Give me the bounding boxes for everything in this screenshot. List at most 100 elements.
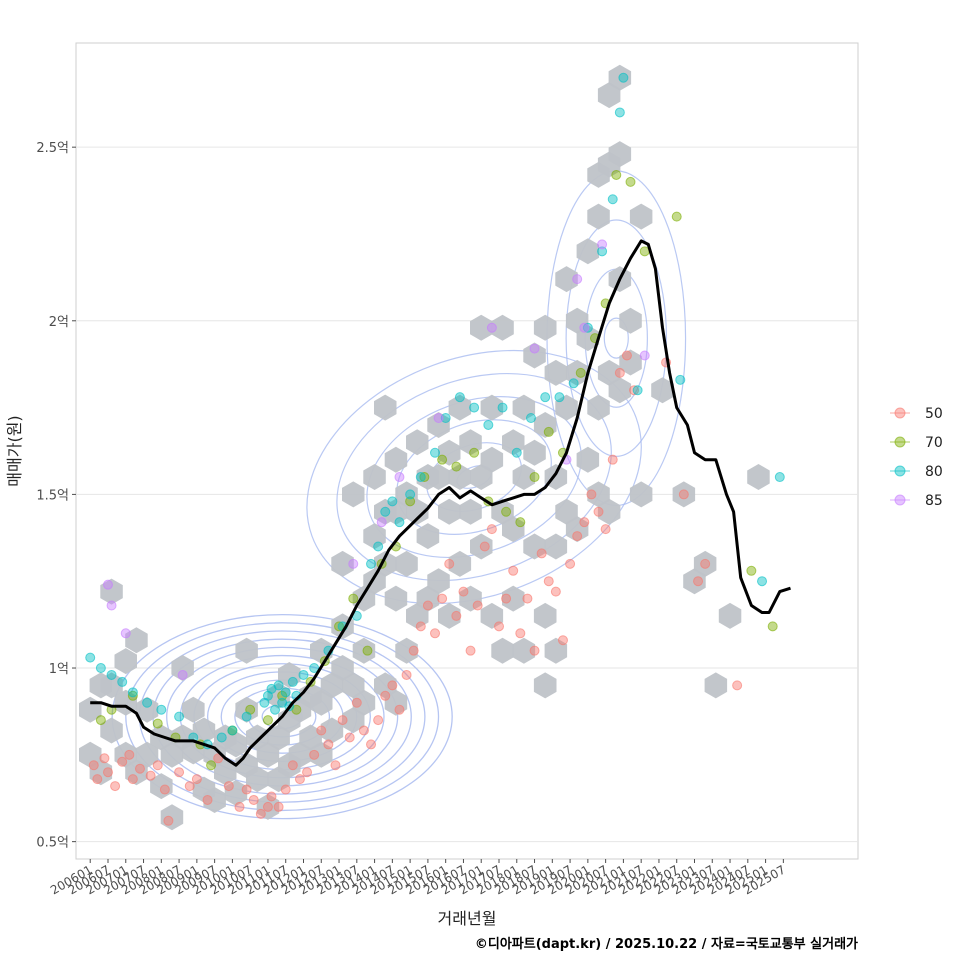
point-series-50 bbox=[394, 704, 405, 715]
point-series-70 bbox=[575, 367, 586, 378]
hexbin-cell bbox=[406, 429, 429, 456]
hexbin-cell bbox=[352, 637, 376, 664]
hexbin-cell bbox=[565, 516, 589, 543]
hexbin-cell bbox=[629, 203, 653, 230]
hexbin-cell bbox=[587, 203, 610, 230]
point-series-50 bbox=[266, 791, 277, 802]
point-series-50 bbox=[191, 774, 202, 785]
hexbin-cell bbox=[587, 394, 610, 421]
point-series-70 bbox=[206, 760, 217, 771]
point-series-50 bbox=[437, 593, 448, 604]
hexbin-cell bbox=[533, 672, 557, 699]
hexbin-cell bbox=[342, 481, 365, 508]
point-series-50 bbox=[380, 690, 391, 701]
point-series-80 bbox=[366, 558, 377, 569]
hexbin-cell bbox=[235, 637, 258, 664]
hexbin-cell bbox=[416, 585, 440, 612]
point-series-85 bbox=[102, 579, 113, 590]
hexbin-cell bbox=[299, 724, 322, 751]
point-series-50 bbox=[294, 774, 305, 785]
hexbin-cell bbox=[459, 585, 482, 612]
hexbin-cell bbox=[374, 672, 397, 699]
point-series-80 bbox=[174, 711, 185, 722]
point-series-80 bbox=[270, 704, 281, 715]
point-series-50 bbox=[213, 753, 224, 764]
hexbin-cell bbox=[448, 394, 472, 421]
point-series-80 bbox=[405, 489, 416, 500]
point-series-50 bbox=[501, 593, 512, 604]
density-contour bbox=[336, 372, 612, 582]
point-series-80 bbox=[387, 496, 398, 507]
legend-label: 80 bbox=[925, 464, 943, 480]
hexbin-cell bbox=[342, 707, 365, 734]
point-series-50 bbox=[255, 808, 266, 819]
hexbin-cell bbox=[416, 523, 440, 550]
point-series-50 bbox=[444, 558, 455, 569]
point-series-80 bbox=[156, 704, 167, 715]
point-series-50 bbox=[127, 774, 138, 785]
point-series-50 bbox=[323, 739, 334, 750]
point-series-50 bbox=[586, 489, 597, 500]
hexbin-cell bbox=[331, 550, 354, 577]
y-axis: 0.5억 1억 1.5억 2억 2.5억 bbox=[36, 141, 76, 851]
hexbin-cell bbox=[342, 672, 365, 699]
hexbin-cell bbox=[597, 359, 621, 386]
hexbin-cell bbox=[491, 637, 514, 664]
hexbin-cell bbox=[438, 602, 461, 629]
point-series-50 bbox=[678, 489, 689, 500]
point-series-85 bbox=[376, 517, 387, 528]
hexbin-cell bbox=[427, 412, 450, 438]
point-series-70 bbox=[543, 426, 554, 437]
hexbin-cell bbox=[651, 377, 674, 404]
legend-label: 50 bbox=[925, 406, 943, 422]
hexbin-cell bbox=[384, 446, 408, 473]
point-series-85 bbox=[579, 322, 590, 333]
y-tick-label: 1.5억 bbox=[36, 488, 69, 503]
point-series-50 bbox=[280, 784, 291, 795]
point-series-70 bbox=[767, 621, 778, 632]
density-contour bbox=[603, 317, 629, 359]
hexbin-cell bbox=[256, 741, 280, 768]
point-series-80 bbox=[618, 72, 629, 83]
point-series-50 bbox=[145, 770, 156, 781]
hexbin-cell bbox=[363, 464, 386, 490]
point-series-80 bbox=[675, 374, 686, 385]
hexbin-cell bbox=[619, 307, 642, 334]
hexbin-cell bbox=[491, 498, 514, 525]
legend-key-70 bbox=[894, 436, 906, 448]
point-series-50 bbox=[223, 781, 234, 792]
trend-line bbox=[90, 239, 791, 767]
point-series-50 bbox=[358, 725, 369, 736]
point-series-80 bbox=[273, 680, 284, 691]
hexbin-cell bbox=[246, 766, 269, 793]
hexbin-cell bbox=[395, 481, 418, 508]
point-series-70 bbox=[405, 496, 416, 507]
point-series-50 bbox=[579, 517, 590, 528]
point-series-80 bbox=[440, 413, 451, 424]
hexbin-cell bbox=[533, 314, 557, 341]
y-axis-title: 매매가(원) bbox=[5, 415, 24, 486]
hexbin-cell bbox=[224, 780, 248, 806]
point-series-50 bbox=[387, 680, 398, 691]
point-series-50 bbox=[614, 367, 625, 378]
point-series-50 bbox=[536, 548, 547, 559]
hexbin-cell bbox=[608, 377, 632, 404]
hexbin-cell bbox=[135, 696, 159, 723]
point-series-70 bbox=[671, 211, 682, 222]
point-series-80 bbox=[597, 246, 608, 257]
hexbin-cell bbox=[619, 349, 642, 376]
point-series-50 bbox=[99, 753, 110, 764]
hexbin-cell bbox=[224, 731, 248, 758]
point-series-50 bbox=[693, 576, 704, 587]
hexbin-cell bbox=[555, 266, 578, 293]
point-series-80 bbox=[607, 194, 618, 205]
point-series-70 bbox=[419, 472, 430, 483]
point-series-70 bbox=[152, 718, 163, 729]
hexbin-cell bbox=[544, 533, 568, 560]
hexbin-cell bbox=[565, 307, 589, 334]
point-series-80 bbox=[95, 663, 106, 674]
hexbin-cell bbox=[114, 648, 137, 675]
hexbin-cell bbox=[192, 717, 216, 744]
hexbin-cell bbox=[747, 464, 770, 490]
